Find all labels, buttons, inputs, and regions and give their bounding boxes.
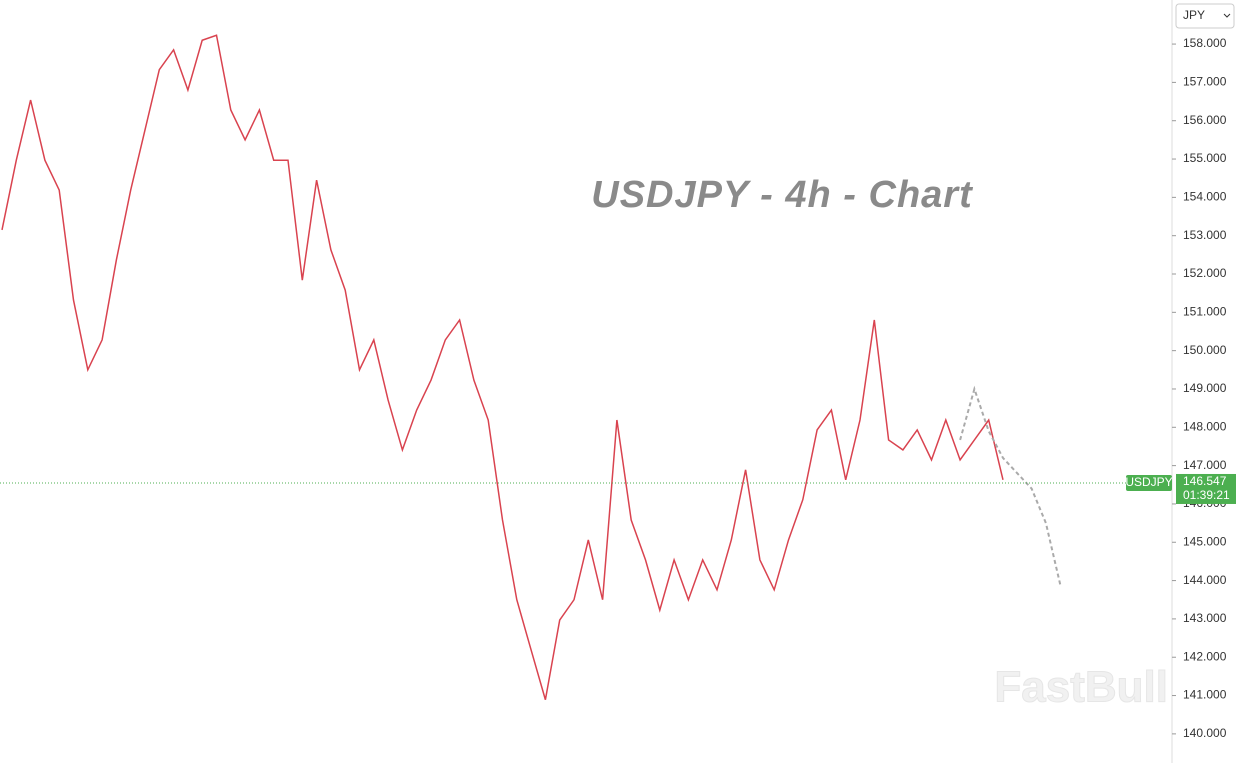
dropdown-arrow	[1223, 13, 1231, 18]
y-tick-label: 141.000	[1183, 688, 1227, 702]
y-tick-label: 142.000	[1183, 649, 1227, 663]
y-tick-label: 150.000	[1183, 343, 1227, 357]
countdown-label: 01:39:21	[1183, 488, 1230, 502]
watermark: FastBull	[994, 663, 1168, 712]
price-label: 146.547	[1183, 474, 1227, 488]
y-tick-label: 157.000	[1183, 75, 1227, 89]
y-tick-label: 148.000	[1183, 419, 1227, 433]
currency-label: JPY	[1183, 8, 1205, 22]
currency-select[interactable]	[1175, 3, 1235, 29]
chart-title: USDJPY - 4h - Chart	[591, 174, 973, 216]
price-badge	[1176, 473, 1236, 504]
y-tick-label: 140.000	[1183, 726, 1227, 740]
projection-line	[959, 385, 1062, 585]
y-tick-label: 151.000	[1183, 304, 1227, 318]
y-tick-label: 149.000	[1183, 381, 1227, 395]
price-line	[1, 34, 1004, 700]
symbol-badge	[1126, 474, 1172, 491]
y-tick-label: 144.000	[1183, 573, 1227, 587]
y-tick-label: 154.000	[1183, 190, 1227, 204]
y-tick-label: 153.000	[1183, 228, 1227, 242]
y-tick-label: 152.000	[1183, 266, 1227, 280]
y-tick-label: 143.000	[1183, 611, 1227, 625]
y-tick-label: 158.000	[1183, 36, 1227, 50]
y-tick-label: 147.000	[1183, 458, 1227, 472]
y-tick-label: 145.000	[1183, 534, 1227, 548]
y-tick-label: 156.000	[1183, 113, 1227, 127]
symbol-label: USDJPY	[1125, 475, 1172, 489]
price-axis	[1172, 0, 1240, 763]
y-tick-label: 155.000	[1183, 151, 1227, 165]
